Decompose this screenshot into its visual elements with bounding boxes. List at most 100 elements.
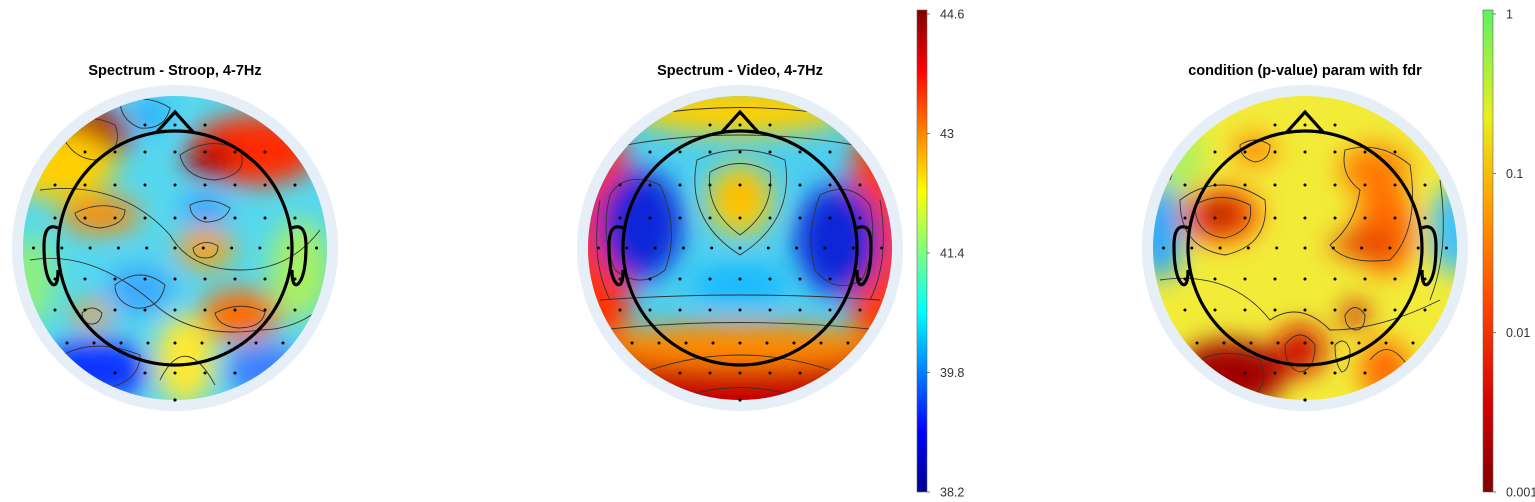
electrode-dot [823,246,827,250]
electrode-dot [173,123,177,127]
electrode-dot [1330,341,1334,345]
electrode-dot [233,183,237,187]
electrode-dot [828,216,832,220]
electrode-dot [1243,277,1247,281]
colorbar-tick-label: 41.4 [940,247,964,261]
electrode-dot [1333,123,1337,127]
electrode-dot [143,308,147,312]
electrode-dot [1333,216,1337,220]
electrode-dot [83,216,87,220]
electrode-dot [230,246,234,250]
electrode-dot [203,123,207,127]
electrode-dot [1273,123,1277,127]
electrode-dot [678,277,682,281]
electrode-dot [618,216,622,220]
electrode-dot [710,246,714,250]
electrode-dot [798,216,802,220]
electrode-dot [795,246,799,250]
electrode-dot [708,150,712,154]
electrode-dot [113,183,117,187]
electrode-dot [1183,183,1187,187]
electrode-dot [738,398,742,402]
electrode-dot [119,341,123,345]
electrode-dot [648,150,652,154]
electrode-dot [708,216,712,220]
electrode-dot [116,246,120,250]
electrode-dot [173,216,177,220]
electrode-dot [203,277,207,281]
electrode-dot [83,183,87,187]
electrode-dot [258,246,262,250]
electrode-dot [1303,277,1307,281]
electrode-dot [768,216,772,220]
colorbar-tick-label: 39.8 [940,366,964,380]
electrode-dot [1333,183,1337,187]
electrode-layer [596,123,884,402]
electrode-dot [1249,341,1253,345]
colorbar-gradient [916,9,928,493]
colorbar-tick-label: 1 [1506,8,1513,22]
electrode-dot [1243,150,1247,154]
electrode-dot [798,150,802,154]
electrode-dot [768,150,772,154]
electrode-dot [1273,371,1277,375]
electrode-dot [657,341,661,345]
electrode-dot [1423,183,1427,187]
electrode-dot [1213,216,1217,220]
electrode-dot [1423,277,1427,281]
electrode-dot [53,308,57,312]
electrode-dot [1357,341,1361,345]
electrode-dot [143,371,147,375]
electrode-dot [293,277,297,281]
electrode-dot [233,150,237,154]
electrode-dot [1183,216,1187,220]
electrode-dot [1303,123,1307,127]
electrode-dot [65,341,69,345]
electrode-dot [738,371,742,375]
colorbar-pvalue: 1 0.1 0.01 0.001 [1482,8,1535,500]
electrode-dot [618,308,622,312]
electrode-dot [173,150,177,154]
electrode-dot [1411,341,1415,345]
electrode-dot [678,308,682,312]
electrode-dot [648,183,652,187]
electrode-dot [227,341,231,345]
electrode-dot [88,246,92,250]
electrode-dot [53,183,57,187]
electrode-dot [233,216,237,220]
electrode-dot [1303,341,1307,345]
electrode-dot [708,371,712,375]
electrode-dot [596,246,600,250]
electrode-dot [113,277,117,281]
panel-title-video: Spectrum - Video, 4-7Hz [657,63,823,79]
head-outline [1172,109,1438,367]
electrode-dot [1363,371,1367,375]
electrode-dot [293,216,297,220]
electrode-dot [798,371,802,375]
electrode-dot [681,246,685,250]
electrode-dot [708,277,712,281]
electrode-dot [173,246,177,250]
electrode-dot [203,183,207,187]
electrode-dot [768,123,772,127]
electrode-dot [708,308,712,312]
electrode-dot [53,277,57,281]
electrode-dot [1333,277,1337,281]
electrode-dot [768,183,772,187]
electrode-dot [1273,216,1277,220]
electrode-dot [1303,398,1307,402]
electrode-dot [203,150,207,154]
electrode-dot [738,341,742,345]
electrode-dot [1183,308,1187,312]
electrode-dot [630,341,634,345]
electrode-dot [1303,371,1307,375]
electrode-dot [1213,150,1217,154]
electrode-dot [263,308,267,312]
electrode-dot [1303,183,1307,187]
electrode-dot [233,277,237,281]
electrode-dot [798,183,802,187]
electrode-dot [143,150,147,154]
electrode-dot [828,277,832,281]
electrode-dot [143,277,147,281]
electrode-dot [648,308,652,312]
